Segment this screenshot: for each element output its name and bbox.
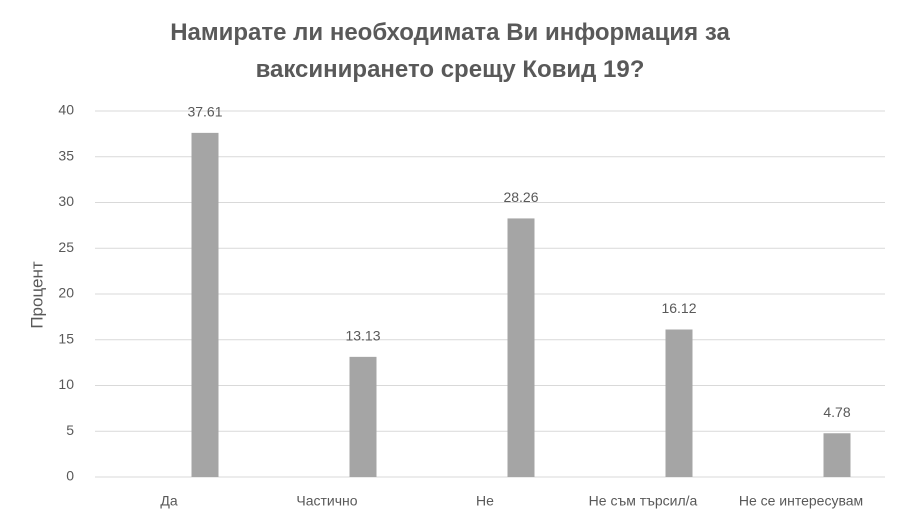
chart-title: Намирате ли необходимата Ви информация з…	[170, 19, 730, 83]
x-tick-label: Да	[160, 493, 177, 509]
y-tick-label: 5	[66, 422, 74, 438]
bar	[507, 218, 535, 477]
y-tick-label: 30	[58, 193, 74, 209]
bar	[823, 433, 851, 477]
x-tick-label: Не	[476, 493, 494, 509]
y-tick-label: 20	[58, 285, 74, 301]
y-tick-label: 40	[58, 102, 74, 118]
y-axis-label: Процент	[27, 261, 46, 329]
y-tick-label: 15	[58, 330, 74, 346]
value-label: 16.12	[661, 300, 696, 316]
bar	[665, 329, 693, 477]
bar	[349, 356, 377, 477]
x-tick-label: Не се интересувам	[739, 493, 863, 509]
y-tick-label: 35	[58, 147, 74, 163]
y-tick-label: 10	[58, 376, 74, 392]
bar	[191, 132, 219, 477]
x-tick-label: Не съм търсил/а	[589, 493, 698, 509]
value-label: 4.78	[823, 404, 850, 420]
y-tick-label: 25	[58, 239, 74, 255]
x-tick-label: Частично	[296, 493, 357, 509]
value-label: 13.13	[345, 328, 380, 344]
value-label: 28.26	[503, 189, 538, 205]
value-label: 37.61	[187, 104, 222, 120]
y-tick-label: 0	[66, 468, 74, 484]
